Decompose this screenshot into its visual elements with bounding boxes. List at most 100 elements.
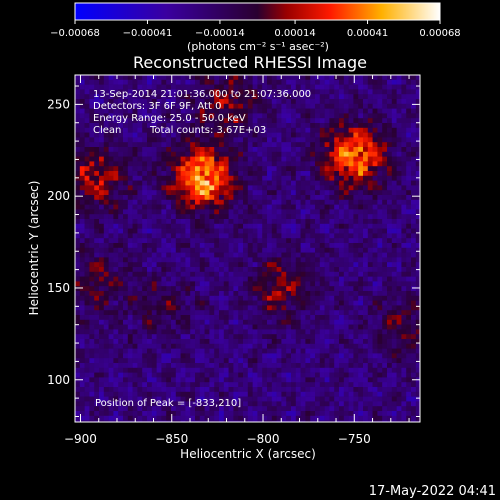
heatmap-cell [329, 223, 335, 229]
heatmap-cell [300, 372, 306, 378]
heatmap-cell [343, 334, 349, 340]
heatmap-cell [324, 238, 330, 244]
heatmap-cell [367, 89, 373, 95]
heatmap-cell [324, 214, 330, 220]
heatmap-cell [84, 195, 90, 201]
heatmap-cell [339, 89, 345, 95]
heatmap-cell [166, 247, 172, 253]
heatmap-cell [315, 199, 321, 205]
heatmap-cell [343, 84, 349, 90]
heatmap-cell [137, 295, 143, 301]
heatmap-cell [401, 84, 407, 90]
heatmap-cell [118, 324, 124, 330]
heatmap-cell [219, 339, 225, 345]
heatmap-cell [190, 315, 196, 321]
heatmap-cell [358, 247, 364, 253]
heatmap-cell [305, 247, 311, 253]
heatmap-cell [387, 89, 393, 95]
heatmap-cell [315, 175, 321, 181]
heatmap-cell [161, 233, 167, 239]
heatmap-cell [89, 180, 95, 186]
heatmap-cell [108, 127, 114, 133]
heatmap-cell [161, 262, 167, 268]
heatmap-cell [147, 252, 153, 258]
heatmap-cell [363, 367, 369, 373]
heatmap-cell [214, 382, 220, 388]
heatmap-cell [363, 396, 369, 402]
heatmap-cell [391, 142, 397, 148]
heatmap-cell [343, 103, 349, 109]
heatmap-cell [99, 219, 105, 225]
heatmap-cell [185, 214, 191, 220]
heatmap-cell [377, 223, 383, 229]
heatmap-cell [228, 238, 234, 244]
heatmap-cell [156, 228, 162, 234]
heatmap-cell [79, 310, 85, 316]
heatmap-cell [300, 233, 306, 239]
heatmap-cell [199, 175, 205, 181]
heatmap-cell [204, 281, 210, 287]
heatmap-cell [343, 339, 349, 345]
heatmap-cell [103, 324, 109, 330]
heatmap-cell [247, 319, 253, 325]
heatmap-cell [281, 195, 287, 201]
heatmap-cell [358, 401, 364, 407]
heatmap-cell [190, 214, 196, 220]
heatmap-cell [329, 262, 335, 268]
heatmap-cell [108, 147, 114, 153]
heatmap-cell [353, 171, 359, 177]
heatmap-cell [84, 113, 90, 119]
heatmap-cell [219, 223, 225, 229]
heatmap-cell [156, 310, 162, 316]
heatmap-cell [329, 142, 335, 148]
heatmap-cell [228, 348, 234, 354]
heatmap-cell [334, 353, 340, 359]
heatmap-cell [262, 367, 268, 373]
heatmap-cell [223, 185, 229, 191]
heatmap-cell [291, 319, 297, 325]
heatmap-cell [214, 99, 220, 105]
heatmap-cell [401, 103, 407, 109]
heatmap-cell [113, 127, 119, 133]
heatmap-cell [334, 257, 340, 263]
heatmap-cell [247, 166, 253, 172]
heatmap-cell [233, 79, 239, 85]
heatmap-cell [396, 315, 402, 321]
heatmap-cell [84, 132, 90, 138]
heatmap-cell [300, 243, 306, 249]
heatmap-cell [387, 343, 393, 349]
heatmap-cell [238, 204, 244, 210]
heatmap-cell [195, 319, 201, 325]
heatmap-cell [204, 315, 210, 321]
heatmap-cell [233, 300, 239, 306]
heatmap-cell [180, 387, 186, 393]
heatmap-cell [214, 151, 220, 157]
heatmap-cell [377, 367, 383, 373]
heatmap-cell [324, 319, 330, 325]
heatmap-cell [84, 127, 90, 133]
heatmap-cell [267, 103, 273, 109]
heatmap-cell [391, 123, 397, 129]
heatmap-cell [348, 310, 354, 316]
heatmap-cell [401, 123, 407, 129]
heatmap-cell [252, 315, 258, 321]
heatmap-cell [108, 252, 114, 258]
heatmap-cell [161, 238, 167, 244]
heatmap-cell [348, 396, 354, 402]
heatmap-cell [339, 358, 345, 364]
heatmap-cell [262, 166, 268, 172]
heatmap-cell [377, 315, 383, 321]
heatmap-cell [358, 103, 364, 109]
heatmap-cell [291, 214, 297, 220]
heatmap-cell [209, 391, 215, 397]
heatmap-cell [295, 223, 301, 229]
heatmap-cell [175, 382, 181, 388]
heatmap-cell [391, 267, 397, 273]
heatmap-cell [195, 195, 201, 201]
heatmap-cell [147, 271, 153, 277]
heatmap-cell [79, 243, 85, 249]
heatmap-cell [334, 247, 340, 253]
heatmap-cell [252, 156, 258, 162]
heatmap-cell [406, 319, 412, 325]
heatmap-cell [223, 166, 229, 172]
